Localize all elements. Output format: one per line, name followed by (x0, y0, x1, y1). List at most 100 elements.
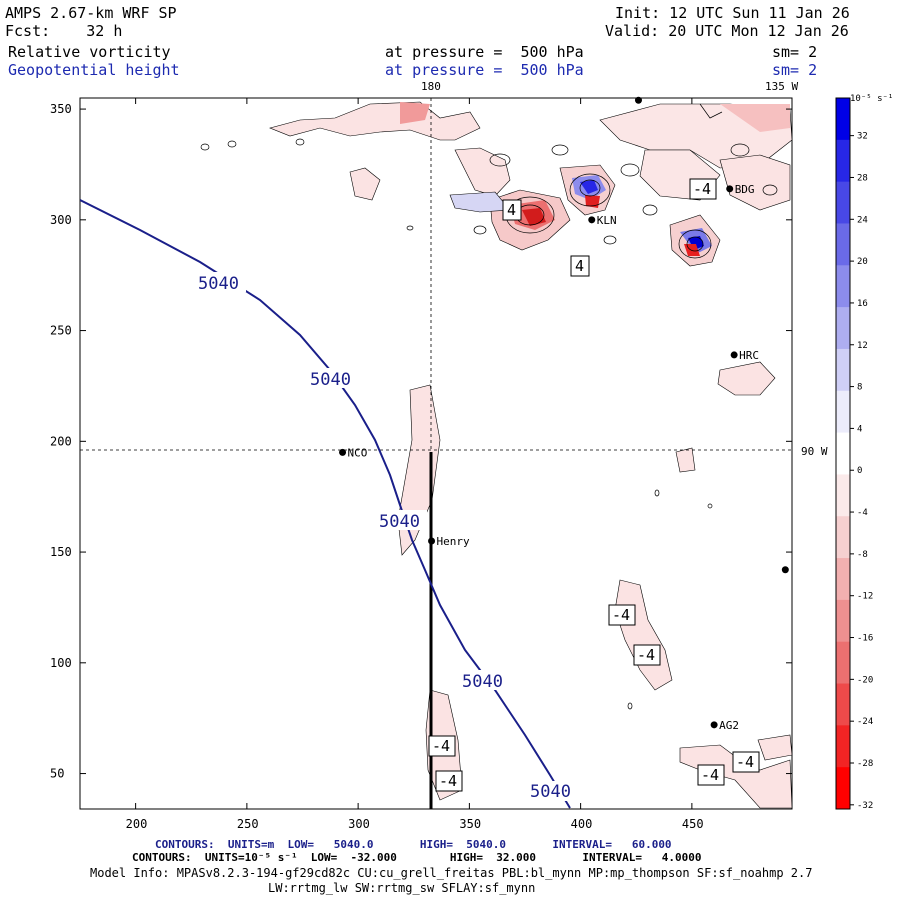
colorbar-tick-label: 16 (857, 299, 868, 309)
colorbar-segment (836, 98, 850, 141)
colorbar-tick-label: -28 (857, 759, 873, 769)
vorticity-label: -4 (693, 180, 711, 198)
vorticity-label: 4 (575, 257, 584, 275)
lon-label-180: 180 (421, 80, 441, 93)
y-tick-label: 300 (50, 213, 72, 227)
footer-model-info: Model Info: MPASv8.2.3-194-gf29cd82c CU:… (90, 866, 813, 880)
x-tick-label: 450 (682, 817, 704, 831)
height-label: 5040 (462, 672, 503, 692)
y-tick-label: 200 (50, 434, 72, 448)
vorticity-label: -4 (612, 606, 630, 624)
colorbar-unit: 10⁻⁵ s⁻¹ (850, 94, 893, 104)
colorbar-segment (836, 767, 850, 810)
colorbar-segment (836, 558, 850, 601)
colorbar-tick-label: 28 (857, 173, 868, 183)
colorbar-segment (836, 265, 850, 308)
station-label: BDG (735, 183, 755, 196)
colorbar-frame (835, 97, 851, 810)
station-marker (726, 185, 734, 193)
vorticity-label: -4 (439, 772, 457, 790)
colorbar-segment (836, 390, 850, 434)
footer-height-contours: CONTOURS: UNITS=m LOW= 5040.0 HIGH= 5040… (155, 838, 672, 851)
smoothing-1: sm= 2 (772, 43, 818, 61)
height-contour-5040 (80, 199, 571, 809)
colorbar-tick-label: -16 (857, 634, 873, 644)
station-label: HRC (739, 349, 759, 362)
x-tick-label: 250 (237, 817, 259, 831)
colorbar-segment (836, 432, 850, 475)
colorbar-tick-label: -12 (857, 592, 873, 602)
y-tick-label: 350 (50, 102, 72, 116)
colorbar-tick-label: 24 (857, 215, 868, 225)
x-axis: 200 250 300 350 400 450 (126, 98, 704, 831)
y-axis: 350 300 250 200 150 100 50 (50, 102, 792, 781)
field-vorticity: Relative vorticity (8, 43, 171, 61)
station-marker (339, 448, 347, 456)
pressure-level-2: at pressure = 500 hPa (385, 61, 584, 79)
colorbar-segment (836, 683, 850, 726)
colorbar-tick-label: 20 (857, 257, 868, 267)
smoothing-2: sm= 2 (772, 61, 818, 79)
colorbar-segment (836, 725, 850, 768)
pressure-level-1: at pressure = 500 hPa (385, 43, 584, 61)
colorbar-tick-label: 4 (857, 424, 862, 434)
station-marker (634, 96, 642, 104)
vorticity-label: -4 (637, 646, 655, 664)
station-label: KLN (597, 214, 617, 227)
station-marker (710, 721, 718, 729)
x-tick-label: 300 (348, 817, 370, 831)
station-marker (588, 216, 596, 224)
model-title: AMPS 2.67-km WRF SP (5, 4, 177, 22)
stations: NCO Henry KLN BDG HRC AG2 (339, 96, 789, 732)
vorticity-label: -4 (736, 753, 754, 771)
colorbar-segment (836, 139, 850, 183)
field-geopotential: Geopotential height (8, 61, 180, 79)
footer-vorticity-contours: CONTOURS: UNITS=10⁻⁵ s⁻¹ LOW= -32.000 HI… (132, 851, 702, 864)
station-label: NCO (348, 446, 368, 459)
colorbar-tick-label: -8 (857, 550, 868, 560)
vorticity-label: -4 (432, 737, 450, 755)
y-tick-label: 150 (50, 545, 72, 559)
x-tick-label: 400 (571, 817, 593, 831)
colorbar-segment (836, 641, 850, 685)
colorbar-tick-label: 32 (857, 132, 868, 142)
colorbar-tick-label: -20 (857, 675, 873, 685)
height-label: 5040 (310, 370, 351, 390)
footer-model-info-2: LW:rrtmg_lw SW:rrtmg_sw SFLAY:sf_mynn (268, 881, 536, 895)
y-tick-label: 100 (50, 656, 72, 670)
colorbar-tick-label: -24 (857, 717, 873, 727)
x-tick-label: 200 (126, 817, 148, 831)
vorticity-labels: 4 4 -4 -4 -4 -4 -4 -4 -4 (428, 178, 760, 792)
colorbar-tick-label: 0 (857, 466, 862, 476)
lon-label-90w: 90 W (801, 445, 828, 458)
height-label: 5040 (198, 274, 239, 294)
y-tick-label: 50 (50, 767, 64, 781)
colorbar-segment (836, 474, 850, 517)
colorbar: 32 28 24 20 16 12 8 4 0 -4 -8 -12 -16 -20 -24 -28 -32 (835, 97, 873, 811)
colorbar-segment (836, 599, 850, 643)
colorbar-segment (836, 181, 850, 224)
x-tick-label: 350 (459, 817, 481, 831)
valid-time: Valid: 20 UTC Mon 12 Jan 26 (605, 22, 849, 40)
colorbar-tick-label: -4 (857, 508, 868, 518)
station-marker (730, 351, 738, 359)
init-time: Init: 12 UTC Sun 11 Jan 26 (615, 4, 850, 22)
station-marker (781, 566, 789, 574)
colorbar-segment (836, 223, 850, 266)
vorticity-label: -4 (701, 766, 719, 784)
height-label: 5040 (379, 512, 420, 532)
station-label: Henry (437, 535, 470, 548)
station-marker (428, 537, 436, 545)
lon-label-135w: 135 W (765, 80, 798, 93)
forecast-hour: Fcst: 32 h (5, 22, 123, 40)
height-label: 5040 (530, 782, 571, 802)
colorbar-tick-label: 8 (857, 383, 862, 393)
height-labels: 5040 5040 5040 5040 5040 (196, 272, 578, 802)
colorbar-segment (836, 307, 850, 350)
station-label: AG2 (719, 719, 739, 732)
vorticity-label: 4 (507, 201, 516, 219)
colorbar-segment (836, 516, 850, 559)
y-tick-label: 250 (50, 324, 72, 338)
colorbar-tick-label: -32 (857, 801, 873, 811)
